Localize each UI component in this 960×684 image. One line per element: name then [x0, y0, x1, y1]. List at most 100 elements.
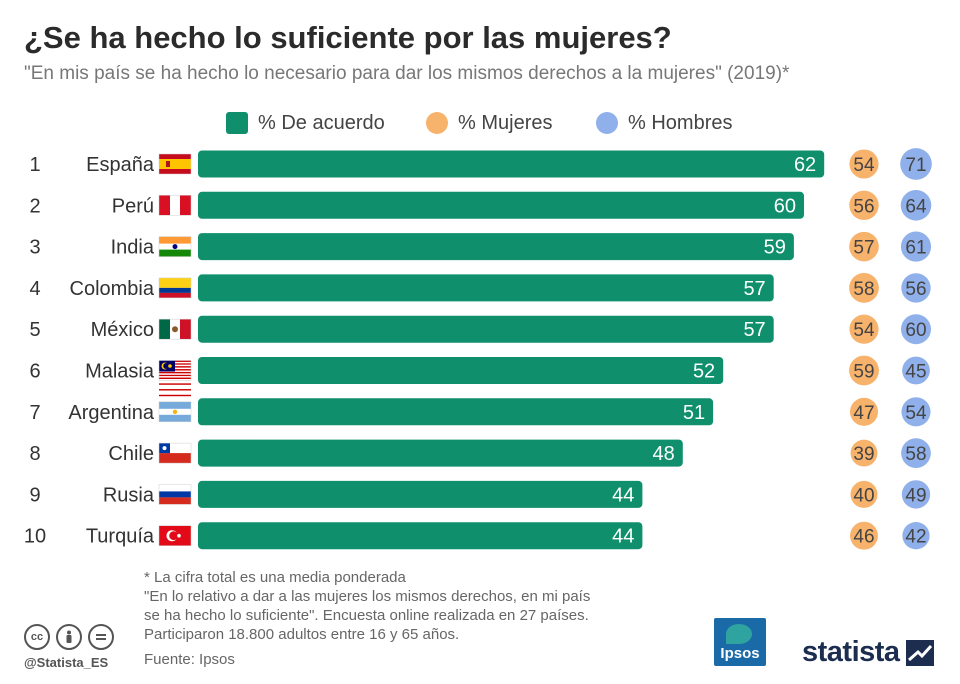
agree-bar: [198, 357, 724, 384]
country-label: Argentina: [68, 402, 154, 424]
legend-swatch-agree: [226, 112, 248, 134]
legend-item-agree: % De acuerdo: [226, 108, 385, 138]
country-label: México: [91, 319, 154, 341]
legend-swatch-men: [596, 112, 618, 134]
rank-label: 8: [29, 443, 40, 465]
agree-value-label: 57: [743, 278, 765, 300]
women-circle: [850, 480, 878, 508]
legend-swatch-women: [426, 112, 448, 134]
attribution-icon: [56, 624, 82, 650]
men-circle: [902, 356, 930, 385]
country-label: Chile: [108, 443, 154, 465]
legend-label-agree: % De acuerdo: [258, 111, 385, 134]
flag-colombia-icon: [158, 277, 192, 299]
men-value-label: 64: [905, 196, 927, 217]
men-circle: [902, 522, 930, 550]
agree-value-label: 59: [764, 237, 786, 259]
footnote-line: "En lo relativo a dar a las mujeres los …: [144, 588, 591, 605]
country-label: España: [86, 154, 155, 176]
statista-mark-icon: [906, 640, 934, 666]
flag-chile-icon: [158, 442, 192, 464]
flag-spain-icon: [158, 153, 192, 175]
flag-malaysia-icon: [158, 360, 192, 397]
footnote-line: Participaron 18.800 adultos entre 16 y 6…: [144, 626, 460, 643]
women-circle: [849, 231, 879, 262]
bar-chart: 1 España 62 54 712 Perú 60 56 643 India 59 57 614 Col…: [24, 148, 932, 550]
women-circle: [849, 397, 879, 426]
women-circle: [849, 149, 879, 179]
rank-label: 2: [29, 195, 40, 217]
women-circle: [850, 439, 878, 467]
women-value-label: 39: [853, 444, 874, 465]
rank-label: 7: [29, 402, 40, 424]
ipsos-bubble-icon: [726, 624, 752, 644]
women-value-label: 46: [853, 527, 874, 548]
women-circle: [849, 190, 879, 220]
footnote-line: * La cifra total es una media ponderada: [144, 569, 406, 586]
agree-value-label: 52: [693, 361, 715, 383]
women-circle: [850, 521, 878, 550]
men-circle: [901, 314, 931, 345]
social-handle[interactable]: @Statista_ES: [24, 655, 109, 670]
legend-label-men: % Hombres: [628, 111, 733, 134]
agree-bar: [198, 522, 643, 550]
country-label: Perú: [112, 195, 154, 217]
women-value-label: 47: [853, 403, 874, 424]
women-value-label: 58: [853, 279, 874, 300]
flag-turkey-icon: [158, 525, 192, 546]
agree-bar: [198, 233, 794, 261]
creative-commons-icon: cc: [24, 624, 50, 650]
men-value-label: 42: [905, 527, 926, 548]
men-circle: [901, 438, 931, 468]
women-circle: [849, 355, 879, 386]
agree-value-label: 60: [774, 195, 796, 217]
flag-argentina-icon: [158, 401, 192, 423]
men-circle: [901, 273, 931, 303]
agree-bar: [198, 191, 804, 219]
legend: % De acuerdo % Mujeres % Hombres: [0, 108, 960, 138]
country-label: India: [111, 237, 155, 259]
agree-value-label: 51: [683, 402, 705, 424]
men-value-label: 45: [905, 362, 926, 383]
country-label: Turquía: [86, 526, 155, 548]
men-circle: [900, 231, 932, 262]
men-circle: [901, 480, 931, 509]
flag-mexico-icon: [158, 318, 192, 340]
men-circle: [900, 190, 932, 221]
legend-item-men: % Hombres: [596, 108, 732, 138]
chart-subtitle: "En mis país se ha hecho lo necesario pa…: [24, 63, 790, 84]
women-circle: [849, 273, 879, 303]
women-value-label: 59: [853, 362, 874, 383]
ipsos-logo-text: Ipsos: [720, 645, 760, 662]
men-value-label: 54: [905, 403, 927, 424]
rank-label: 4: [29, 278, 40, 300]
country-label: Colombia: [70, 278, 155, 300]
flag-peru-icon: [158, 195, 192, 216]
men-circle: [900, 148, 932, 180]
rank-label: 6: [29, 361, 40, 383]
no-derivatives-icon: [88, 624, 114, 650]
women-value-label: 54: [853, 155, 875, 176]
legend-item-women: % Mujeres: [426, 108, 552, 138]
legend-label-women: % Mujeres: [458, 111, 553, 134]
men-value-label: 71: [905, 155, 926, 176]
country-label: Rusia: [103, 484, 155, 506]
license-icons: cc: [24, 624, 114, 650]
men-value-label: 56: [905, 279, 926, 300]
country-label: Malasia: [85, 361, 155, 383]
rank-label: 3: [29, 237, 40, 259]
women-value-label: 57: [853, 238, 874, 259]
men-value-label: 49: [905, 485, 926, 506]
agree-value-label: 62: [794, 154, 816, 176]
agree-bar: [198, 274, 774, 302]
women-value-label: 54: [853, 320, 875, 341]
footnote-line: se ha hecho lo suficiente". Encuesta onl…: [144, 607, 589, 624]
rank-label: 10: [24, 526, 46, 548]
agree-bar: [198, 480, 643, 508]
agree-value-label: 57: [743, 319, 765, 341]
statista-logo[interactable]: statista: [802, 636, 900, 668]
agree-bar: [198, 398, 714, 426]
flag-russia-icon: [158, 484, 192, 505]
agree-bar: [198, 315, 774, 343]
agree-value-label: 48: [653, 443, 675, 465]
